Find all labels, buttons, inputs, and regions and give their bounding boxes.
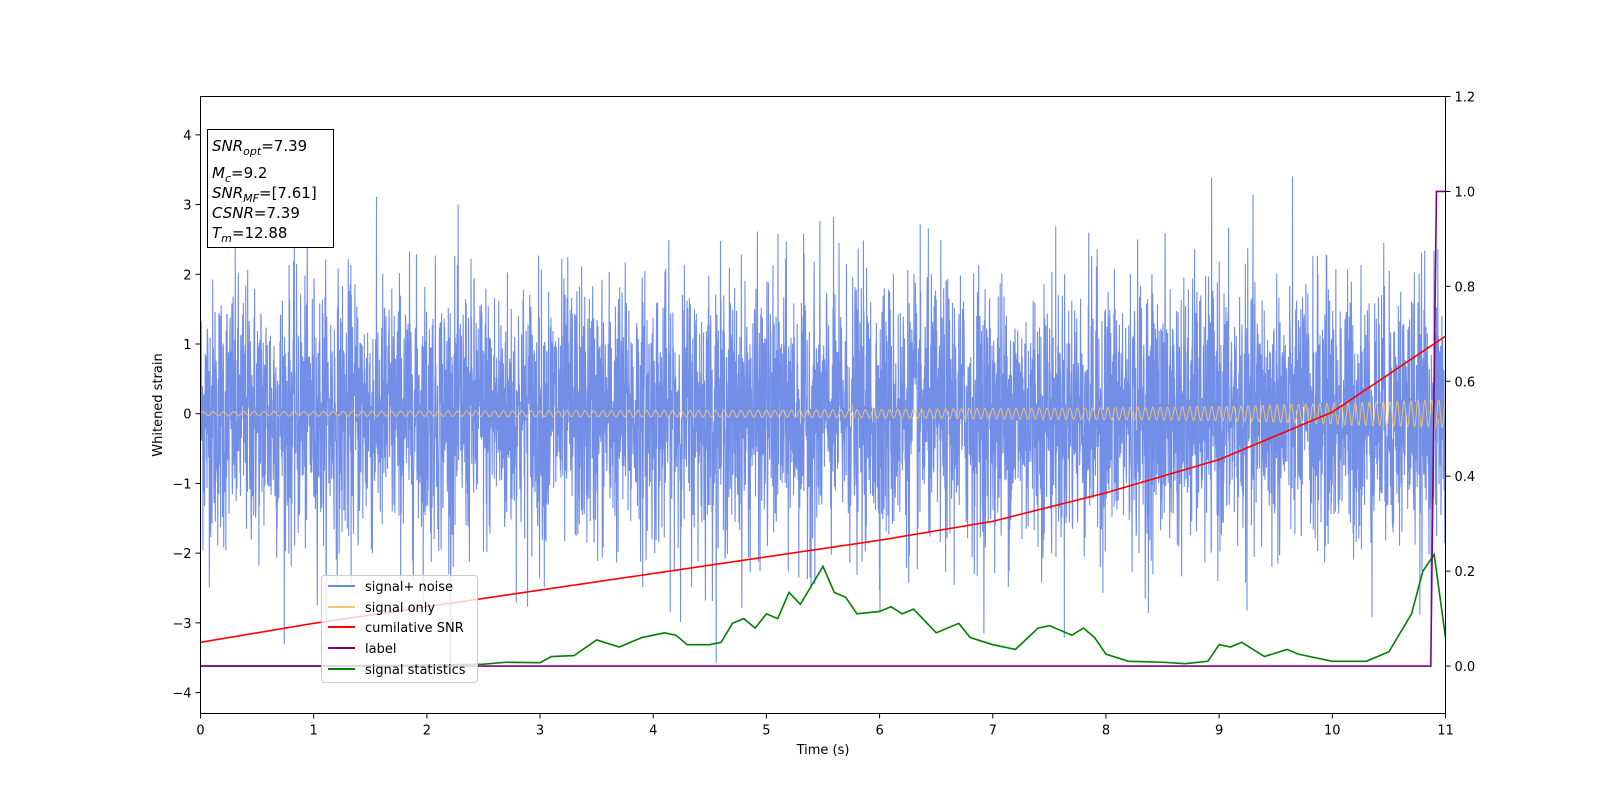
y-tick-label: 2 bbox=[183, 268, 191, 283]
x-tick-label: 1 bbox=[310, 724, 318, 739]
x-tick-label: 4 bbox=[649, 724, 657, 739]
y-tick-label: 0 bbox=[183, 408, 191, 423]
y2-tick-label: 0.4 bbox=[1455, 470, 1476, 485]
x-tick-label: 8 bbox=[1102, 724, 1110, 739]
info-box: SNRopt=7.39 Mc=9.2 SNRMF=[7.61] CSNR=7.3… bbox=[207, 129, 334, 248]
legend-label-label: label bbox=[365, 642, 396, 657]
info-mc: Mc=9.2 bbox=[212, 164, 267, 185]
y-tick-label: 3 bbox=[183, 199, 191, 214]
y-tick-label: −4 bbox=[172, 687, 191, 702]
x-tick-label: 9 bbox=[1215, 724, 1223, 739]
info-snr-mf: SNRMF=[7.61] bbox=[212, 184, 317, 205]
y-axis-left: 4 3 2 1 0 −1 −2 −3 −4 bbox=[172, 129, 201, 702]
y-tick-label: −1 bbox=[172, 477, 191, 492]
x-axis-title: Time (s) bbox=[796, 743, 850, 758]
legend-label-signal-noise: signal+ noise bbox=[365, 580, 453, 595]
info-tm: Tm=12.88 bbox=[212, 224, 287, 245]
y2-tick-label: 0.2 bbox=[1455, 565, 1476, 580]
signal-only-line bbox=[200, 398, 1446, 429]
info-snr-opt: SNRopt=7.39 bbox=[212, 137, 307, 158]
x-tick-label: 6 bbox=[875, 724, 883, 739]
y-tick-label: −3 bbox=[172, 617, 191, 632]
x-tick-label: 10 bbox=[1324, 724, 1341, 739]
y-tick-label: −2 bbox=[172, 547, 191, 562]
x-tick-label: 7 bbox=[989, 724, 997, 739]
x-axis: 0 1 2 3 4 5 6 7 8 9 10 11 bbox=[196, 713, 1454, 739]
y-tick-label: 1 bbox=[183, 338, 191, 353]
x-tick-label: 11 bbox=[1437, 724, 1454, 739]
x-tick-label: 3 bbox=[536, 724, 544, 739]
signal-only-series bbox=[200, 398, 1446, 429]
y2-tick-label: 1.2 bbox=[1455, 91, 1476, 106]
y2-tick-label: 0.6 bbox=[1455, 375, 1476, 390]
x-tick-label: 5 bbox=[762, 724, 770, 739]
x-tick-label: 0 bbox=[196, 724, 204, 739]
y-axis-right: 1.2 1.0 0.8 0.6 0.4 0.2 0.0 bbox=[1445, 91, 1476, 675]
y-axis-title: Whitened strain bbox=[151, 353, 166, 456]
legend-label-signal-statistics: signal statistics bbox=[365, 663, 466, 678]
signal-statistics-line bbox=[200, 552, 1447, 667]
x-tick-label: 2 bbox=[423, 724, 431, 739]
y2-tick-label: 1.0 bbox=[1455, 185, 1476, 200]
legend-label-cumulative-snr: cumilative SNR bbox=[365, 621, 464, 636]
legend: signal+ noise signal only cumilative SNR… bbox=[321, 575, 478, 683]
legend-frame bbox=[321, 575, 478, 683]
y-tick-label: 4 bbox=[183, 129, 191, 144]
info-box-frame bbox=[207, 129, 334, 248]
info-csnr: CSNR=7.39 bbox=[212, 204, 300, 222]
legend-label-signal-only: signal only bbox=[365, 601, 435, 616]
label-line bbox=[200, 190, 1446, 667]
plot-frame bbox=[200, 96, 1446, 714]
y2-tick-label: 0.0 bbox=[1455, 660, 1476, 675]
y2-tick-label: 0.8 bbox=[1455, 280, 1476, 295]
